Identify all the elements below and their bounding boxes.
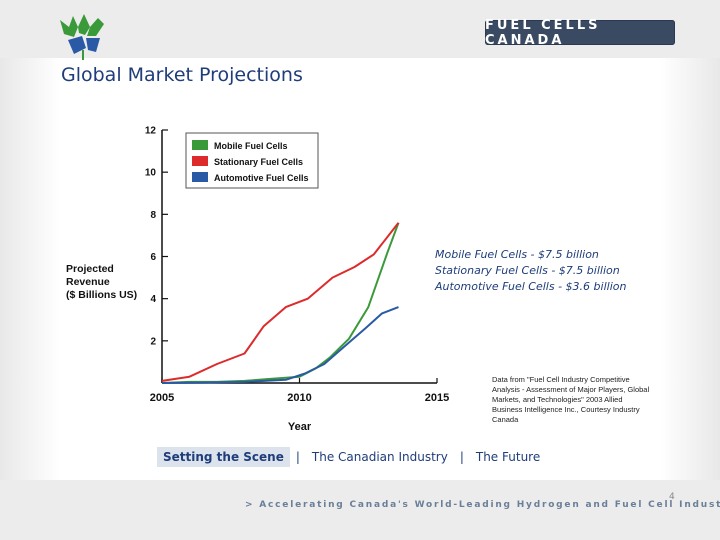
y-tick-label: 6: [150, 252, 156, 263]
nav-the-future[interactable]: The Future: [475, 450, 541, 464]
legend-label: Mobile Fuel Cells: [214, 141, 288, 151]
legend-swatch: [192, 172, 208, 182]
page-title: Global Market Projections: [61, 64, 303, 86]
legend-label: Automotive Fuel Cells: [214, 173, 309, 183]
nav-separator: |: [459, 450, 464, 464]
x-axis-label: Year: [288, 421, 312, 433]
x-tick-label: 2015: [425, 392, 449, 404]
y-tick-label: 4: [150, 294, 156, 305]
legend-swatch: [192, 156, 208, 166]
source-note: Data from "Fuel Cell Industry Competitiv…: [492, 375, 650, 424]
summary-mobile: Mobile Fuel Cells - $7.5 billion: [435, 248, 599, 261]
page-number: 4: [669, 492, 675, 502]
nav-separator: |: [295, 450, 300, 464]
summary-stationary: Stationary Fuel Cells - $7.5 billion: [435, 264, 620, 277]
y-tick-label: 8: [150, 210, 156, 221]
nav-canadian-industry[interactable]: The Canadian Industry: [311, 450, 448, 464]
x-tick-label: 2005: [150, 392, 174, 404]
x-tick-label: 2010: [287, 392, 311, 404]
legend-label: Stationary Fuel Cells: [214, 157, 303, 167]
series-line-1: [161, 222, 400, 382]
y-tick-label: 10: [145, 168, 157, 179]
nav-setting-the-scene[interactable]: Setting the Scene: [157, 447, 290, 467]
y-tick-label: 12: [145, 126, 157, 137]
legend-swatch: [192, 140, 208, 150]
maple-leaf-logo: [60, 14, 104, 60]
footer-tagline: > Accelerating Canada's World-Leading Hy…: [245, 500, 720, 510]
y-axis-label: Projected Revenue ($ Billions US): [66, 263, 137, 301]
revenue-summary: Mobile Fuel Cells - $7.5 billion Station…: [435, 247, 626, 295]
summary-automotive: Automotive Fuel Cells - $3.6 billion: [435, 280, 627, 293]
series-line-0: [161, 222, 400, 384]
section-nav: Setting the Scene | The Canadian Industr…: [157, 446, 546, 468]
slide-body: [0, 58, 720, 480]
series-line-2: [161, 306, 399, 384]
y-tick-label: 2: [150, 336, 156, 347]
brand-name: FUEL CELLS CANADA: [485, 17, 601, 48]
brand-banner: FUEL CELLS CANADA: [485, 17, 675, 48]
